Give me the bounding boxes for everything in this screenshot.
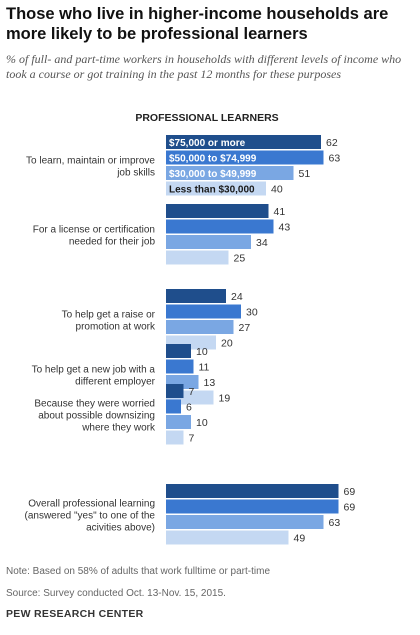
bar bbox=[166, 135, 321, 149]
category-label: Because they were worried about possible … bbox=[34, 398, 156, 433]
legend-label: $30,000 to $49,999 bbox=[169, 169, 257, 180]
value-label: 62 bbox=[326, 137, 338, 149]
value-label: 69 bbox=[344, 502, 356, 514]
category-label: To help get a raise or promotion at work bbox=[62, 309, 156, 332]
value-label: 34 bbox=[256, 237, 268, 249]
value-label: 40 bbox=[271, 184, 283, 196]
value-label: 19 bbox=[219, 393, 231, 405]
value-label: 6 bbox=[186, 402, 192, 414]
footnote: Note: Based on 58% of adults that work f… bbox=[6, 566, 271, 577]
value-label: 24 bbox=[231, 291, 243, 303]
value-label: 27 bbox=[239, 322, 251, 334]
value-label: 11 bbox=[199, 362, 210, 374]
bar bbox=[166, 320, 234, 334]
category-label: To help get a new job with a different em… bbox=[32, 364, 156, 387]
bar bbox=[166, 181, 266, 196]
bar bbox=[166, 289, 226, 303]
bar bbox=[166, 204, 269, 218]
bar bbox=[166, 219, 274, 234]
brand-label: PEW RESEARCH CENTER bbox=[6, 608, 144, 620]
bar bbox=[166, 250, 229, 265]
category-label: For a license or certification needed for… bbox=[33, 224, 156, 247]
value-label: 49 bbox=[294, 533, 306, 545]
source-note: Source: Survey conducted Oct. 13-Nov. 15… bbox=[6, 588, 226, 599]
bar bbox=[166, 515, 324, 529]
value-label: 69 bbox=[344, 486, 356, 498]
bar bbox=[166, 384, 184, 398]
category-label: To learn, maintain or improve job skills bbox=[26, 155, 155, 178]
chart-header: PROFESSIONAL LEARNERS bbox=[135, 112, 278, 124]
value-label: 43 bbox=[279, 222, 291, 234]
bar bbox=[166, 359, 194, 374]
bar bbox=[166, 304, 241, 319]
value-label: 10 bbox=[196, 417, 208, 429]
value-label: 30 bbox=[246, 307, 258, 319]
value-label: 13 bbox=[204, 377, 216, 389]
value-label: 7 bbox=[189, 386, 195, 398]
bar bbox=[166, 415, 191, 429]
legend-label: Less than $30,000 bbox=[169, 185, 255, 196]
value-label: 63 bbox=[329, 153, 341, 165]
bar-chart: PROFESSIONAL LEARNERS To learn, maintain … bbox=[24, 112, 356, 545]
bar bbox=[166, 150, 324, 165]
value-label: 41 bbox=[274, 206, 286, 218]
value-label: 20 bbox=[221, 338, 233, 350]
bar bbox=[166, 499, 339, 514]
legend-label: $75,000 or more bbox=[169, 138, 246, 149]
chart-title: Those who live in higher-income househol… bbox=[6, 5, 389, 43]
bar bbox=[166, 166, 294, 180]
bar bbox=[166, 399, 181, 414]
value-label: 7 bbox=[189, 433, 195, 445]
bar bbox=[166, 235, 251, 249]
bar bbox=[166, 530, 289, 545]
value-label: 63 bbox=[329, 517, 341, 529]
chart-subtitle: % of full- and part-time workers in hous… bbox=[6, 52, 402, 81]
value-label: 10 bbox=[196, 346, 208, 358]
bar bbox=[166, 344, 191, 358]
legend-label: $50,000 to $74,999 bbox=[169, 154, 257, 165]
bar bbox=[166, 484, 339, 498]
value-label: 51 bbox=[299, 168, 311, 180]
value-label: 25 bbox=[234, 253, 246, 265]
bar bbox=[166, 430, 184, 445]
category-label: Overall professional learning (answered "… bbox=[24, 498, 155, 533]
